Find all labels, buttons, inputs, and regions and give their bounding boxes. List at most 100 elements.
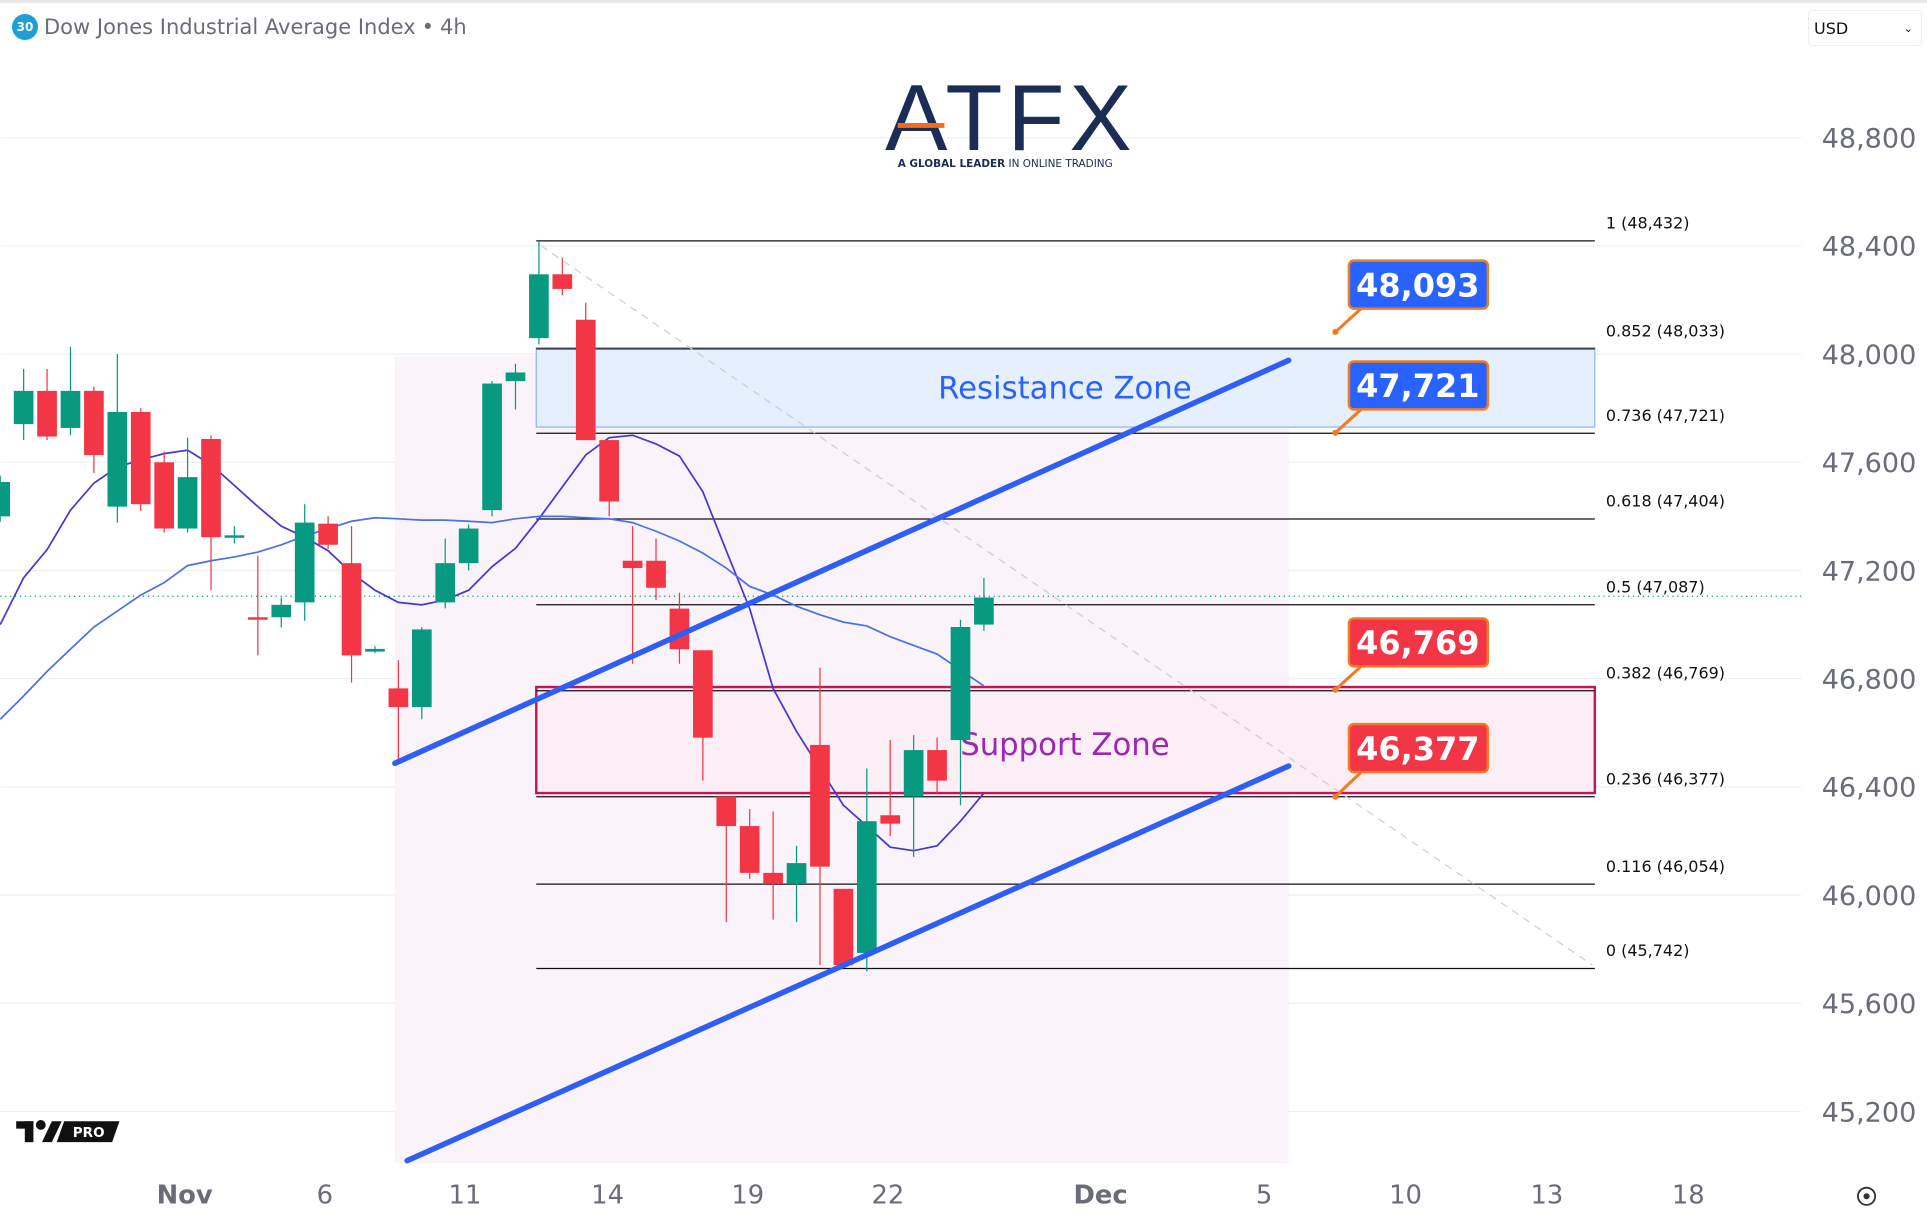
price-label-text: 47,721	[1356, 367, 1479, 405]
candle-up	[107, 411, 128, 507]
candle-up	[950, 626, 971, 741]
candle-up	[974, 597, 994, 625]
candle-down	[880, 815, 901, 824]
candle-down	[693, 650, 713, 738]
support-zone-label: Support Zone	[960, 727, 1169, 763]
candle-up	[411, 629, 432, 708]
candle-down	[154, 462, 175, 529]
price-label-anchor	[1332, 429, 1339, 436]
price-label-text: 48,093	[1356, 266, 1479, 304]
candle-down	[84, 390, 104, 455]
y-tick-label: 47,600	[1822, 448, 1917, 479]
candle-down	[388, 688, 409, 708]
x-tick-label: 22	[871, 1181, 904, 1211]
fib-level-label: 0 (45,742)	[1606, 941, 1690, 960]
candle-down	[248, 617, 268, 620]
candle-down	[646, 560, 666, 588]
candle-down	[833, 888, 854, 966]
price-label-pointer	[1334, 664, 1364, 691]
x-tick-label: 11	[449, 1181, 482, 1211]
price-label-box	[1347, 259, 1490, 310]
x-tick-label: 6	[317, 1181, 333, 1211]
logo-brand: ATFX	[885, 65, 1136, 170]
candle-down	[739, 826, 760, 873]
candle-up	[482, 383, 502, 511]
y-tick-label: 46,800	[1822, 664, 1917, 695]
price-label-anchor	[1332, 686, 1339, 693]
x-tick-label: 5	[1256, 1181, 1272, 1211]
candle-up	[505, 372, 526, 382]
logo-tagline: A GLOBAL LEADER IN ONLINE TRADING	[898, 158, 1113, 170]
candle-down	[341, 563, 362, 656]
candle-up	[13, 390, 34, 425]
candle-up	[365, 648, 385, 652]
price-label-box	[1347, 360, 1490, 411]
x-tick-label: 19	[731, 1181, 764, 1211]
symbol-name[interactable]: Dow Jones Industrial Average Index	[44, 15, 416, 39]
currency-select[interactable]: USD ⌄	[1808, 10, 1922, 46]
candle-down	[622, 560, 643, 569]
fib-level-label: 1 (48,432)	[1606, 214, 1690, 233]
settings-icon[interactable]	[1857, 1186, 1877, 1206]
candle-up	[529, 274, 549, 339]
candle-down	[201, 439, 221, 538]
candle-down	[37, 390, 57, 437]
fib-level-label: 0.382 (46,769)	[1606, 663, 1725, 682]
y-tick-label: 48,000	[1822, 340, 1917, 371]
candle-down	[716, 796, 737, 827]
candle-down	[763, 872, 783, 884]
x-tick-label: Dec	[1073, 1181, 1127, 1211]
price-label-text: 46,769	[1356, 624, 1479, 662]
candle-up	[0, 482, 11, 517]
candle-down	[552, 274, 573, 289]
fib-level-label: 0.736 (47,721)	[1606, 406, 1725, 425]
y-tick-label: 48,800	[1822, 124, 1917, 155]
candle-down	[810, 744, 830, 867]
candle-up	[271, 604, 292, 618]
top-border	[0, 0, 1927, 3]
x-tick-label: 10	[1389, 1181, 1422, 1211]
y-tick-label: 48,400	[1822, 232, 1917, 263]
x-tick-label: 13	[1530, 1181, 1563, 1211]
fib-level-label: 0.5 (47,087)	[1606, 577, 1705, 596]
price-label-anchor	[1332, 793, 1339, 800]
fib-level-label: 0.852 (48,033)	[1606, 322, 1725, 341]
y-tick-label: 45,200	[1822, 1097, 1917, 1128]
candle-up	[60, 390, 81, 428]
fib-trend-dashed-line	[540, 245, 1593, 966]
title-separator: •	[421, 15, 435, 39]
candle-up	[435, 563, 456, 603]
candle-up	[903, 750, 924, 797]
price-label-text: 46,377	[1356, 730, 1479, 768]
watermark-pro: PRO	[73, 1125, 105, 1141]
chevron-down-icon: ⌄	[1903, 21, 1913, 35]
interval-label[interactable]: 4h	[440, 15, 467, 39]
y-tick-label: 46,000	[1822, 881, 1917, 912]
chart-title: 30 Dow Jones Industrial Average Index • …	[12, 14, 467, 40]
candle-down	[318, 523, 338, 545]
x-tick-label: Nov	[157, 1181, 213, 1211]
candle-down	[599, 440, 620, 502]
candle-down	[130, 411, 151, 505]
candle-up	[177, 477, 198, 529]
moving-average-slow	[0, 515, 985, 720]
channel-lower-line	[404, 763, 1292, 1164]
resistance-zone-label: Resistance Zone	[938, 370, 1192, 406]
candle-up	[224, 535, 245, 538]
price-label-box	[1347, 722, 1490, 774]
symbol-badge: 30	[12, 14, 38, 40]
y-tick-label: 45,600	[1822, 989, 1917, 1020]
candle-down	[575, 319, 596, 441]
candle-down	[927, 750, 947, 781]
candle-up	[458, 528, 479, 564]
fib-level-label: 0.116 (46,054)	[1606, 857, 1725, 876]
candle-up	[856, 821, 877, 953]
x-tick-label: 14	[591, 1181, 624, 1211]
y-tick-label: 46,400	[1822, 773, 1917, 804]
y-tick-label: 47,200	[1822, 556, 1917, 587]
atfx-logo: ATFX A GLOBAL LEADER IN ONLINE TRADING	[885, 65, 1136, 170]
price-label-pointer	[1334, 407, 1364, 434]
candle-up	[294, 522, 315, 603]
currency-value: USD	[1814, 18, 1849, 38]
